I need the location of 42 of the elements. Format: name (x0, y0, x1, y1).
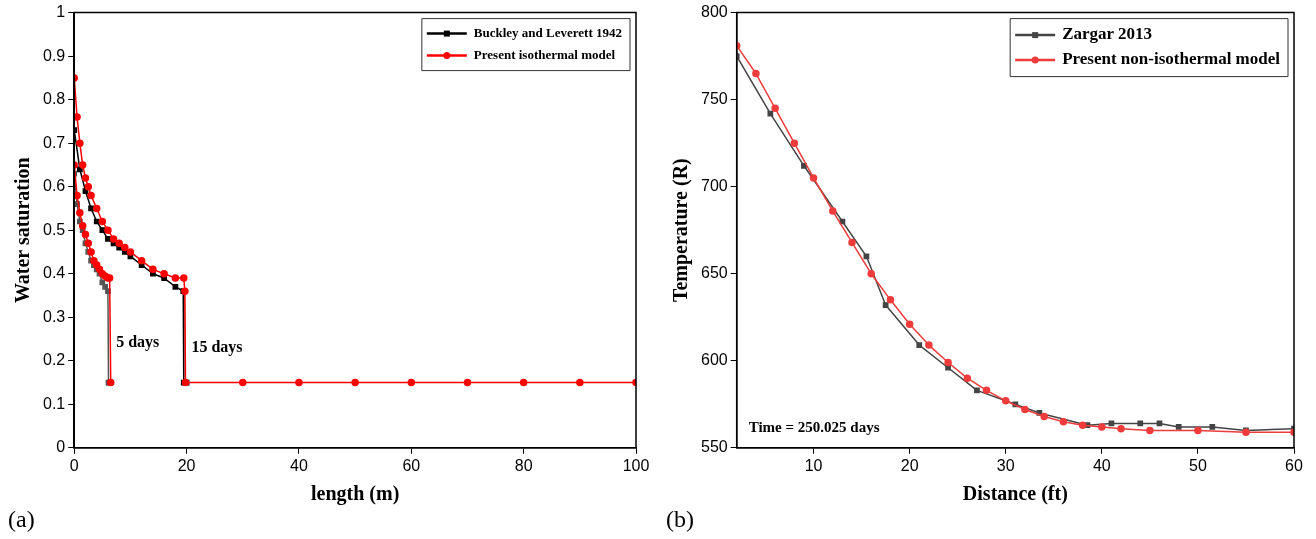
y-tick-label: 0.9 (42, 46, 66, 64)
x-tick-label: 50 (1189, 456, 1207, 474)
x-tick-label: 20 (177, 456, 196, 474)
y-tick-label: 0.8 (42, 90, 66, 108)
legend-label: Zargar 2013 (1062, 24, 1153, 44)
y-axis-title: Water saturation (11, 157, 34, 304)
x-tick-label: 30 (996, 456, 1015, 474)
y-tick-label: 0.6 (42, 177, 66, 195)
y-tick-label: 750 (700, 90, 728, 108)
y-tick-label: 0.2 (42, 351, 66, 369)
x-axis-title: length (m) (310, 482, 400, 506)
x-tick-label: 0 (69, 456, 79, 474)
x-tick-label: 20 (900, 456, 919, 474)
x-tick-label: 10 (804, 456, 823, 474)
x-tick-label: 40 (1092, 456, 1111, 474)
y-tick-label: 700 (700, 177, 728, 195)
y-tick-label: 600 (700, 351, 728, 369)
legend-label: Present non-isothermal model (1062, 49, 1281, 69)
y-tick-label: 550 (700, 438, 728, 456)
annotation: 5 days (116, 333, 160, 352)
x-axis-title: Distance (ft) (962, 482, 1068, 506)
text: (b) (666, 506, 694, 533)
annotation: 15 days (191, 337, 243, 356)
text: (a) (8, 506, 35, 533)
x-tick-label: 80 (514, 456, 533, 474)
x-tick-label: 100 (622, 456, 650, 474)
y-axis-title: Temperature (R) (669, 158, 693, 303)
y-tick-label: 0.3 (42, 307, 66, 325)
y-tick-label: 0.1 (42, 394, 66, 412)
legend-label: Buckley and Leverett 1942 (473, 24, 622, 40)
y-tick-label: 1 (56, 3, 66, 21)
x-tick-label: 60 (402, 456, 421, 474)
y-tick-label: 0.4 (42, 264, 66, 282)
annotation: Time = 250.025 days (748, 419, 880, 436)
y-tick-label: 0.7 (42, 133, 66, 151)
y-tick-label: 800 (700, 3, 728, 21)
y-tick-label: 0 (56, 438, 66, 456)
y-tick-label: 0.5 (42, 220, 66, 238)
legend-label: Present isothermal model (473, 46, 616, 62)
x-tick-label: 60 (1285, 456, 1303, 474)
y-tick-label: 650 (700, 264, 728, 282)
x-tick-label: 40 (290, 456, 308, 474)
